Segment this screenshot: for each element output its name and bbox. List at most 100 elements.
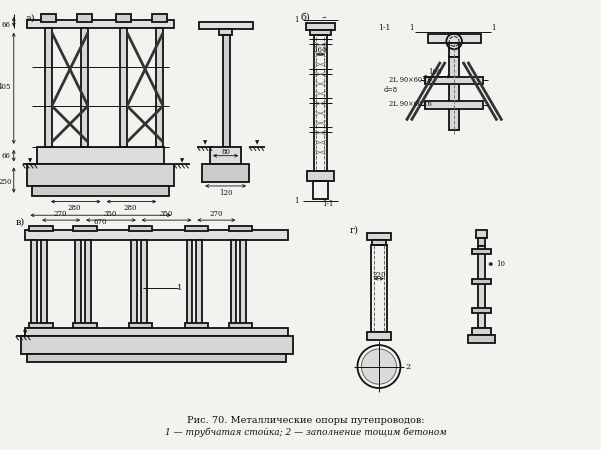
Bar — [240, 240, 246, 325]
Bar — [73, 226, 97, 231]
Text: 10: 10 — [496, 260, 505, 268]
Bar — [41, 240, 47, 325]
Bar — [29, 323, 53, 328]
Text: 2L 90×60×6: 2L 90×60×6 — [389, 76, 432, 84]
Bar — [28, 20, 174, 28]
Bar — [223, 35, 230, 147]
Text: ▼: ▼ — [255, 140, 259, 145]
Text: ▼: ▼ — [203, 140, 207, 145]
Text: 220: 220 — [372, 271, 386, 279]
Text: ▼: ▼ — [180, 158, 184, 163]
Text: 120: 120 — [219, 189, 233, 197]
Bar — [197, 240, 202, 325]
Text: а): а) — [25, 14, 35, 22]
Bar — [202, 164, 249, 182]
Text: 1: 1 — [294, 16, 299, 24]
Bar — [185, 226, 208, 231]
Bar — [472, 308, 491, 313]
Bar — [131, 240, 137, 325]
Bar — [28, 164, 174, 186]
Text: 2L 90×60×6: 2L 90×60×6 — [389, 100, 432, 108]
Bar — [20, 336, 293, 354]
Bar — [32, 186, 169, 196]
Text: 80: 80 — [221, 148, 230, 156]
Text: г): г) — [350, 225, 359, 234]
Text: ▼: ▼ — [28, 158, 32, 163]
Bar — [478, 238, 486, 246]
Text: ←: ← — [322, 196, 326, 201]
Text: 270: 270 — [54, 210, 67, 218]
Text: 1: 1 — [409, 24, 413, 32]
Bar — [478, 246, 486, 328]
Bar — [28, 354, 286, 362]
Bar — [306, 23, 335, 30]
Bar — [425, 76, 483, 85]
Text: б): б) — [301, 13, 311, 22]
Text: 350: 350 — [104, 210, 117, 218]
Bar — [228, 323, 252, 328]
Bar — [314, 35, 327, 171]
Bar — [219, 29, 233, 35]
Text: 405: 405 — [0, 83, 12, 91]
Bar — [372, 240, 386, 244]
Text: 1: 1 — [491, 24, 495, 32]
Bar — [468, 335, 495, 343]
Circle shape — [361, 349, 397, 384]
Bar — [428, 34, 481, 43]
Text: 670: 670 — [94, 218, 108, 226]
Text: 270: 270 — [209, 210, 222, 218]
Bar — [425, 101, 483, 109]
Text: 160: 160 — [314, 46, 327, 54]
Bar — [129, 226, 153, 231]
Bar — [81, 28, 88, 147]
Text: 250: 250 — [0, 178, 12, 186]
Bar — [31, 240, 37, 325]
Bar — [186, 240, 192, 325]
Text: в): в) — [16, 217, 25, 226]
Bar — [228, 226, 252, 231]
Text: 160: 160 — [428, 68, 441, 76]
Text: Рис. 70. Металлические опоры путепроводов:: Рис. 70. Металлические опоры путепроводо… — [187, 416, 424, 425]
Bar — [156, 28, 163, 147]
Bar — [85, 240, 91, 325]
Bar — [472, 328, 491, 335]
Bar — [45, 28, 52, 147]
Text: d=8: d=8 — [384, 86, 398, 94]
Text: 280: 280 — [67, 204, 81, 212]
Bar — [231, 240, 236, 325]
Text: →: → — [322, 14, 326, 19]
Text: 1 — трубчатая стойка; 2 — заполнение тощим бетоном: 1 — трубчатая стойка; 2 — заполнение тощ… — [165, 427, 447, 437]
Text: 350: 350 — [159, 210, 172, 218]
Bar — [73, 323, 97, 328]
Bar — [120, 28, 127, 147]
Bar — [78, 14, 92, 22]
Text: 1: 1 — [294, 197, 299, 205]
Text: 280: 280 — [123, 204, 136, 212]
Bar — [472, 249, 491, 254]
Text: 1-1: 1-1 — [377, 24, 390, 32]
Bar — [307, 171, 334, 181]
Bar — [25, 328, 288, 336]
Bar — [75, 240, 81, 325]
Bar — [475, 230, 487, 238]
Bar — [117, 14, 131, 22]
Text: 66: 66 — [1, 152, 10, 160]
Text: 1: 1 — [177, 284, 183, 292]
Bar — [129, 323, 153, 328]
Bar — [210, 147, 241, 164]
Bar — [367, 333, 391, 340]
Text: 1-1: 1-1 — [323, 201, 334, 208]
Bar — [141, 240, 147, 325]
Bar — [185, 323, 208, 328]
Bar — [41, 14, 56, 22]
Text: 2: 2 — [406, 363, 411, 371]
Bar — [472, 279, 491, 284]
Bar — [449, 57, 459, 130]
Bar — [200, 22, 253, 29]
Text: ▼: ▼ — [23, 330, 28, 335]
Bar — [37, 147, 164, 164]
Bar — [25, 230, 288, 240]
Bar — [367, 233, 391, 240]
Text: 66: 66 — [1, 21, 10, 29]
Bar — [310, 30, 331, 35]
